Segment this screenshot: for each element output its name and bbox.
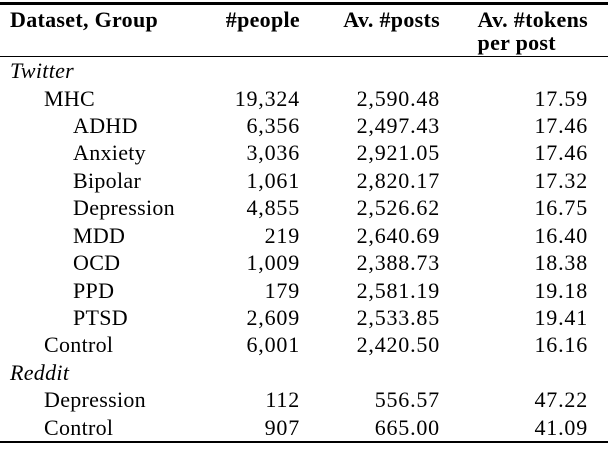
posts-cell: 2,388.73 [356, 250, 440, 276]
header-av-posts: Av. #posts [343, 6, 440, 32]
row-depression-reddit: Depression 112 556.57 47.22 [0, 386, 608, 413]
people-cell: 2,609 [246, 305, 300, 330]
tokens-cell: 47.22 [534, 387, 588, 413]
people-cell: 907 [264, 414, 300, 440]
row-ocd: OCD 1,009 2,388.73 18.38 [0, 249, 608, 276]
row-mhc: MHC 19,324 2,590.48 17.59 [0, 84, 608, 111]
people-cell: 6,356 [246, 113, 300, 139]
tokens-cell: 41.09 [534, 414, 588, 440]
people-cell: 1,061 [246, 167, 300, 193]
dataset-group-cell: MHC [44, 85, 96, 111]
row-ptsd: PTSD 2,609 2,533.85 19.41 [0, 304, 608, 331]
header-av-tokens-line2: per post [477, 29, 556, 55]
dataset-group-cell: Depression [44, 387, 146, 413]
posts-cell: 2,420.50 [356, 332, 440, 358]
tokens-cell: 19.41 [534, 305, 588, 330]
row-reddit-section: Reddit [0, 359, 608, 386]
table-top-rule [0, 2, 608, 5]
tokens-cell: 16.40 [534, 222, 588, 248]
row-control-reddit: Control 907 665.00 41.09 [0, 413, 608, 440]
row-control-twitter: Control 6,001 2,420.50 16.16 [0, 331, 608, 358]
people-cell: 6,001 [246, 332, 300, 358]
posts-cell: 665.00 [374, 414, 440, 440]
people-cell: 112 [265, 387, 300, 413]
header-rule [0, 55, 608, 57]
dataset-group-cell: ADHD [73, 113, 138, 139]
header-people: #people [225, 6, 300, 32]
people-cell: 179 [264, 277, 300, 303]
tokens-cell: 19.18 [534, 277, 588, 303]
dataset-group-cell: Control [44, 332, 114, 358]
table-body: Twitter MHC 19,324 2,590.48 17.59 ADHD 6… [0, 57, 608, 441]
posts-cell: 2,533.85 [356, 305, 440, 330]
row-ppd: PPD 179 2,581.19 19.18 [0, 276, 608, 303]
dataset-group-cell: Twitter [10, 58, 75, 84]
row-mdd: MDD 219 2,640.69 16.40 [0, 222, 608, 249]
table-header-row: Dataset, Group #people Av. #posts Av. #t… [0, 5, 608, 56]
tokens-cell: 16.75 [534, 195, 588, 221]
header-av-tokens-lines: Av. #tokens per post [478, 8, 588, 54]
dataset-group-cell: Anxiety [73, 140, 146, 166]
header-av-tokens-line1: Av. #tokens [477, 6, 588, 32]
posts-cell: 2,820.17 [356, 167, 440, 193]
tokens-cell: 18.38 [534, 250, 588, 276]
dataset-group-cell: MDD [73, 222, 126, 248]
header-dataset-group: Dataset, Group [10, 6, 159, 32]
dataset-group-cell: Reddit [10, 359, 70, 385]
header-av-tokens: Av. #tokens per post [440, 8, 608, 54]
posts-cell: 2,640.69 [356, 222, 440, 248]
posts-cell: 556.57 [374, 387, 440, 413]
people-cell: 219 [264, 222, 300, 248]
dataset-group-cell: Depression [73, 195, 175, 221]
posts-cell: 2,590.48 [356, 85, 440, 111]
tokens-cell: 17.46 [534, 140, 588, 166]
tokens-cell: 17.59 [534, 85, 588, 111]
tokens-cell: 16.16 [534, 332, 588, 358]
posts-cell: 2,526.62 [356, 195, 440, 221]
posts-cell: 2,497.43 [356, 113, 440, 139]
posts-cell: 2,581.19 [356, 277, 440, 303]
tokens-cell: 17.46 [534, 113, 588, 139]
dataset-group-cell: OCD [73, 250, 121, 276]
dataset-group-cell: PTSD [73, 305, 128, 330]
dataset-group-cell: Control [44, 414, 114, 440]
row-bipolar: Bipolar 1,061 2,820.17 17.32 [0, 167, 608, 194]
people-cell: 1,009 [246, 250, 300, 276]
row-twitter-section: Twitter [0, 57, 608, 84]
row-anxiety: Anxiety 3,036 2,921.05 17.46 [0, 139, 608, 166]
dataset-group-cell: Bipolar [73, 167, 142, 193]
posts-cell: 2,921.05 [356, 140, 440, 166]
people-cell: 3,036 [246, 140, 300, 166]
people-cell: 19,324 [234, 85, 300, 111]
people-cell: 4,855 [246, 195, 300, 221]
table-bottom-rule [0, 440, 608, 444]
dataset-group-cell: PPD [73, 277, 115, 303]
row-adhd: ADHD 6,356 2,497.43 17.46 [0, 112, 608, 139]
tokens-cell: 17.32 [534, 167, 588, 193]
row-depression-twitter: Depression 4,855 2,526.62 16.75 [0, 194, 608, 221]
